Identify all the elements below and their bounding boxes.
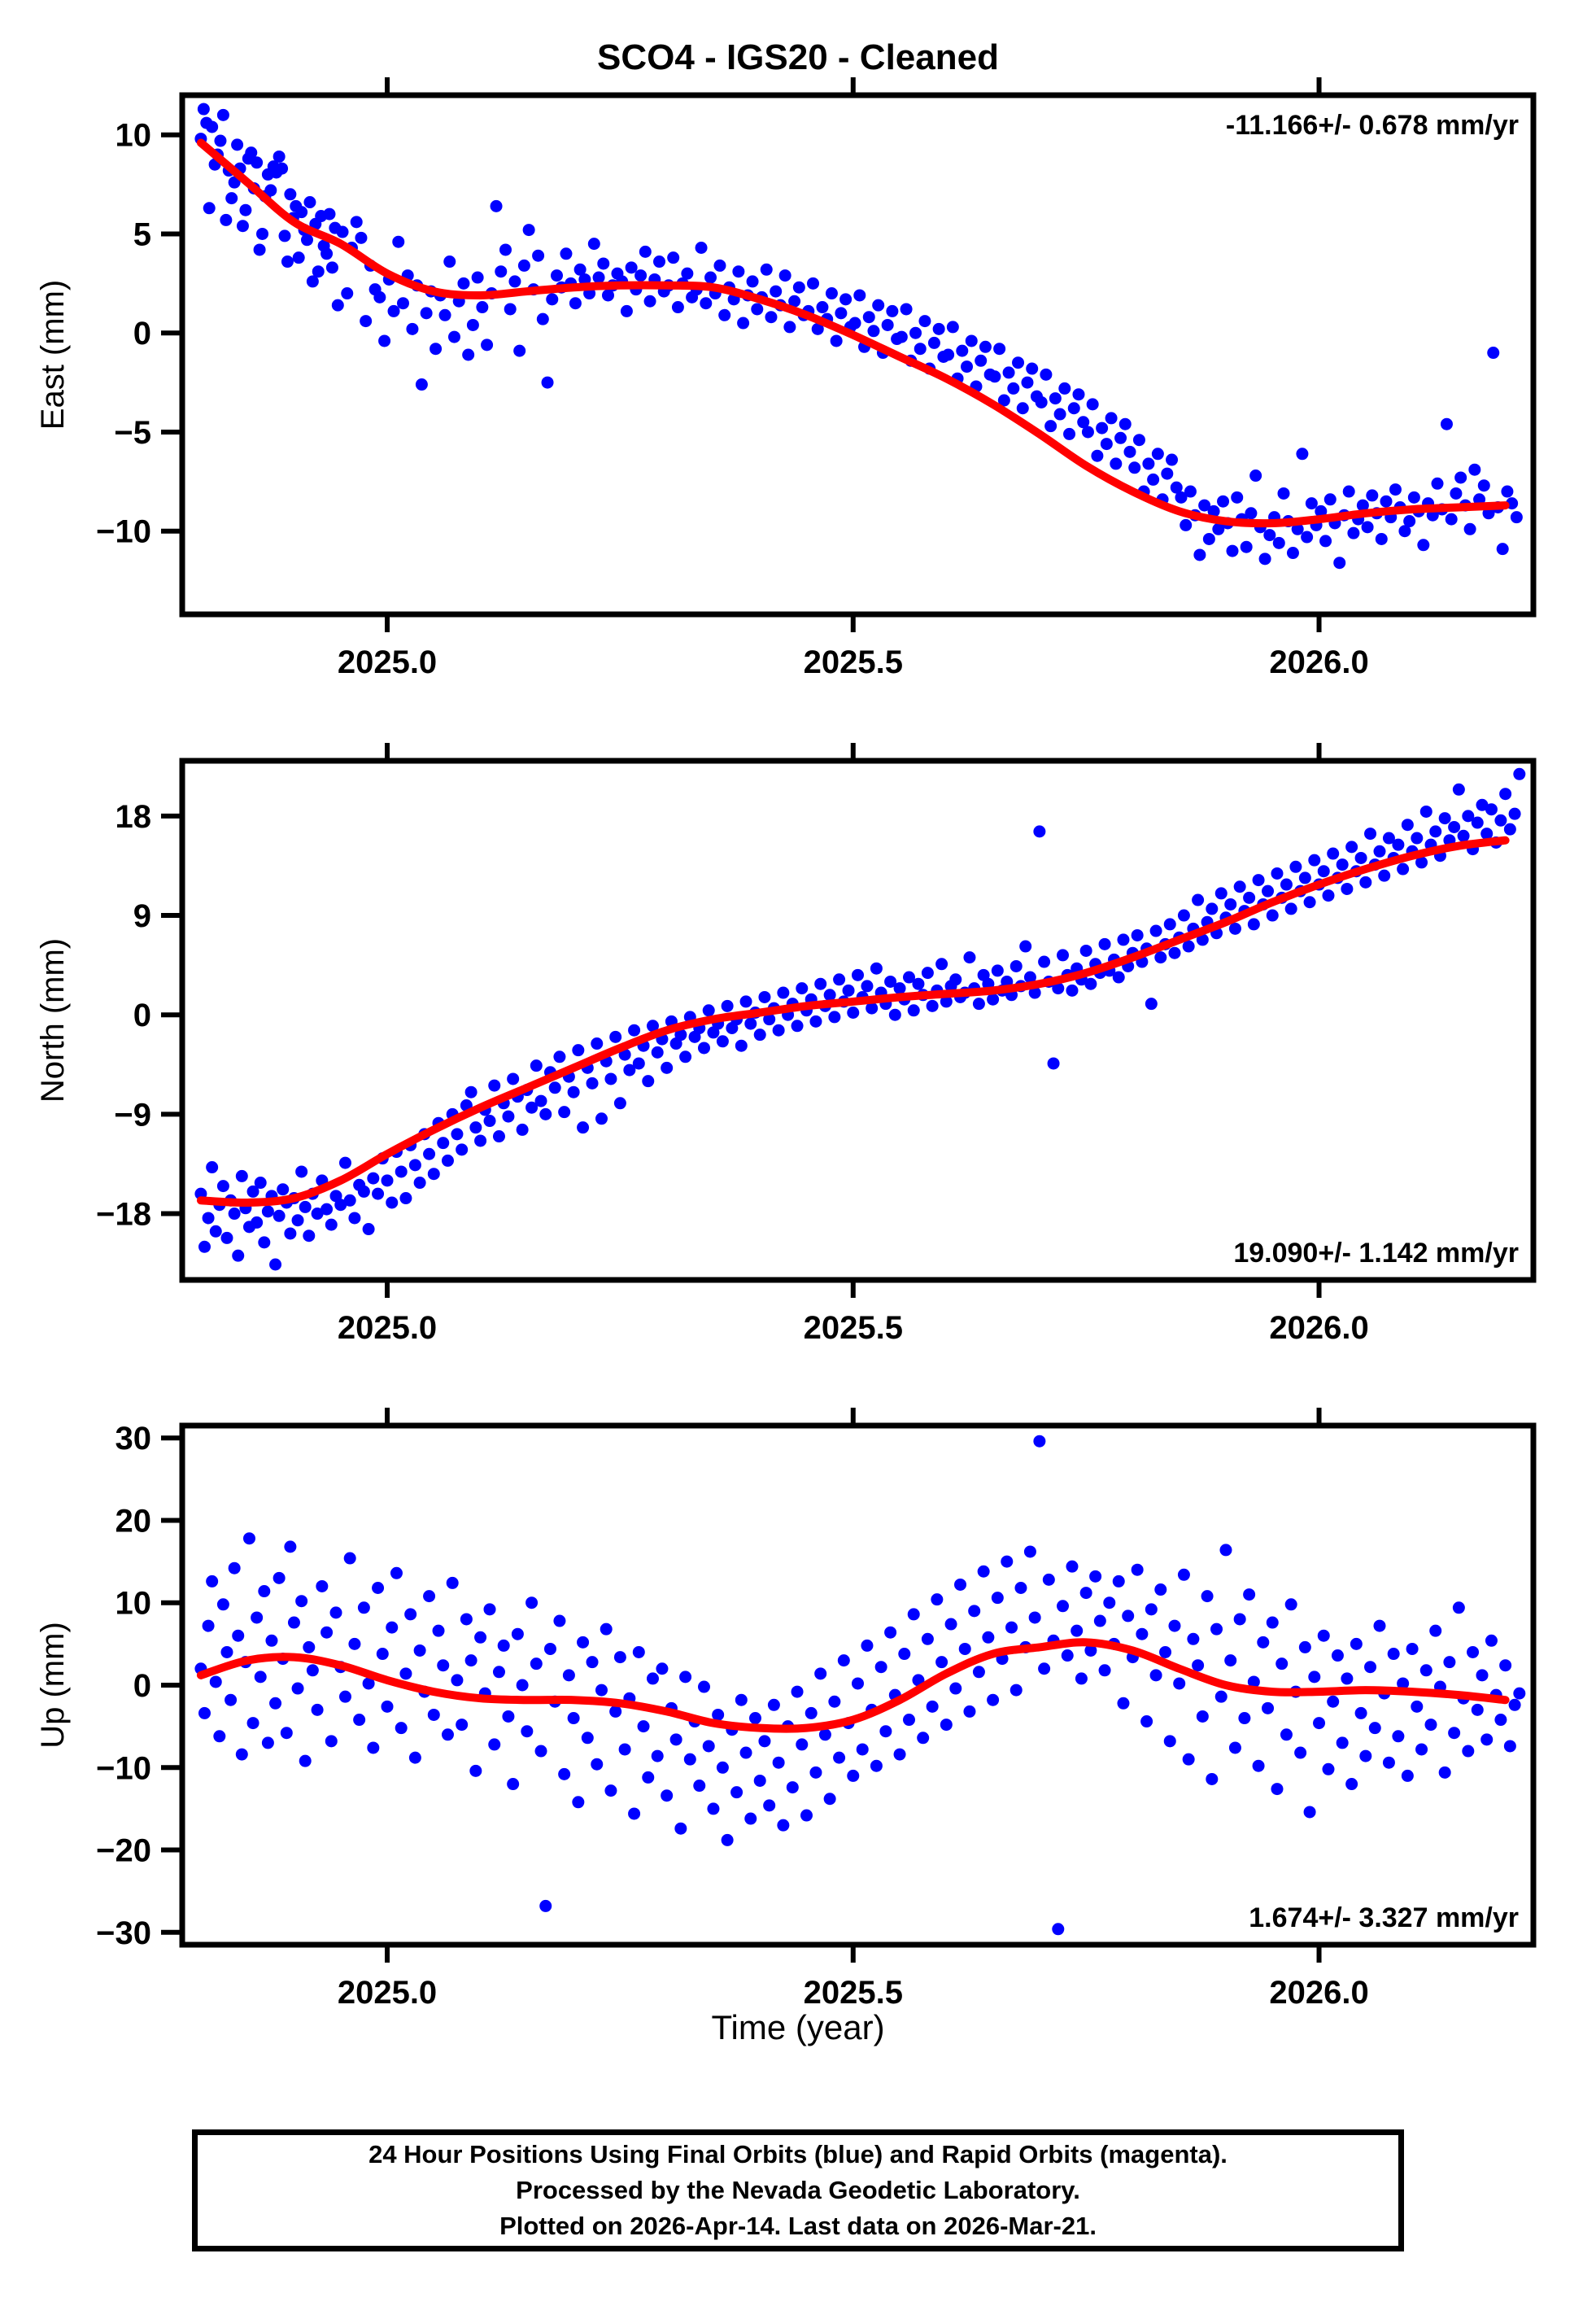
data-points-up [194,1435,1526,1936]
fit-curve-east [196,138,1510,528]
x-tick-label: 2025.0 [338,1310,437,1346]
x-axis-up: 2025.0 2025.5 2026.0 [338,1408,1369,2011]
x-tick-label: 2026.0 [1269,1310,1368,1346]
y-tick-label: 20 [116,1503,152,1539]
y-tick-label: −5 [114,415,151,451]
page-title: SCO4 - IGS20 - Cleaned [597,37,999,77]
x-tick-label: 2025.0 [338,644,437,680]
y-tick-label: −20 [96,1833,151,1869]
x-tick-label: 2025.0 [338,1975,437,2011]
y-axis-north: 18 9 0 −9 −18 [96,799,182,1233]
x-tick-label: 2026.0 [1269,644,1368,680]
y-tick-label: −10 [96,1750,151,1786]
y-tick-label: −10 [96,514,151,550]
y-tick-label: 0 [133,998,151,1033]
footer-line-3: Plotted on 2026-Apr-14. Last data on 202… [499,2212,1097,2240]
y-axis-title-east: East (mm) [35,280,71,430]
panel-east: 10 5 0 −5 −10 2025.0 2025.5 2026.0 East (mm) -11.… [0,0,1596,700]
y-axis-up: 30 20 10 0 −10 −20 −30 [96,1421,182,1951]
y-tick-label: 30 [116,1421,152,1457]
y-tick-label: −30 [96,1915,151,1951]
fit-curve-north [196,836,1510,1208]
y-tick-label: 10 [116,118,152,154]
y-tick-label: −18 [96,1197,151,1233]
footer-line-2: Processed by the Nevada Geodetic Laborat… [516,2175,1080,2204]
chart-up: 30 20 10 0 −10 −20 −30 2025.0 2025.5 2026.0 Up (mm… [35,1408,1537,2011]
rate-annotation-north: 19.090+/- 1.142 mm/yr [1233,1238,1519,1269]
plot-frame-north [179,758,1537,1283]
y-tick-label: 0 [133,316,151,352]
data-points-north [194,767,1526,1271]
y-tick-label: 5 [133,216,151,252]
footer-line-1: 24 Hour Positions Using Final Orbits (bl… [368,2139,1228,2168]
x-axis-north: 2025.0 2025.5 2026.0 [338,743,1369,1346]
y-axis-title-up: Up (mm) [35,1622,71,1749]
plot-area-up [194,1435,1526,1936]
x-axis-title: Time (year) [711,2008,885,2046]
panel-north: 18 9 0 −9 −18 2025.0 2025.5 2026.0 North (mm) 19.… [0,666,1596,1365]
panel-up: 30 20 10 0 −10 −20 −30 2025.0 2025.5 2026.0 Up (mm… [0,1330,1596,2030]
chart-north: 18 9 0 −9 −18 2025.0 2025.5 2026.0 North (mm) 19.… [35,743,1537,1346]
plot-frame-east [179,92,1537,618]
x-tick-label: 2025.5 [804,1310,903,1346]
x-tick-label: 2025.5 [804,1975,903,2011]
y-tick-label: 0 [133,1668,151,1704]
y-tick-label: 18 [116,799,152,835]
fit-curve-up [196,1638,1510,1733]
x-tick-label: 2025.5 [804,644,903,680]
y-axis-east: 10 5 0 −5 −10 [96,118,182,550]
x-axis-east: 2025.0 2025.5 2026.0 [338,77,1369,680]
y-tick-label: 10 [116,1586,152,1622]
footer-note-box: 24 Hour Positions Using Final Orbits (bl… [192,2129,1404,2251]
y-axis-title-north: North (mm) [35,938,71,1103]
x-tick-label: 2026.0 [1269,1975,1368,2011]
chart-east: 10 5 0 −5 −10 2025.0 2025.5 2026.0 East (mm) -11.… [35,77,1537,680]
plot-area-east [194,103,1523,570]
y-tick-label: 9 [133,898,151,934]
rate-annotation-up: 1.674+/- 3.327 mm/yr [1249,1902,1519,1933]
plot-area-north [194,767,1526,1271]
rate-annotation-east: -11.166+/- 0.678 mm/yr [1226,110,1519,141]
y-tick-label: −9 [114,1097,151,1133]
